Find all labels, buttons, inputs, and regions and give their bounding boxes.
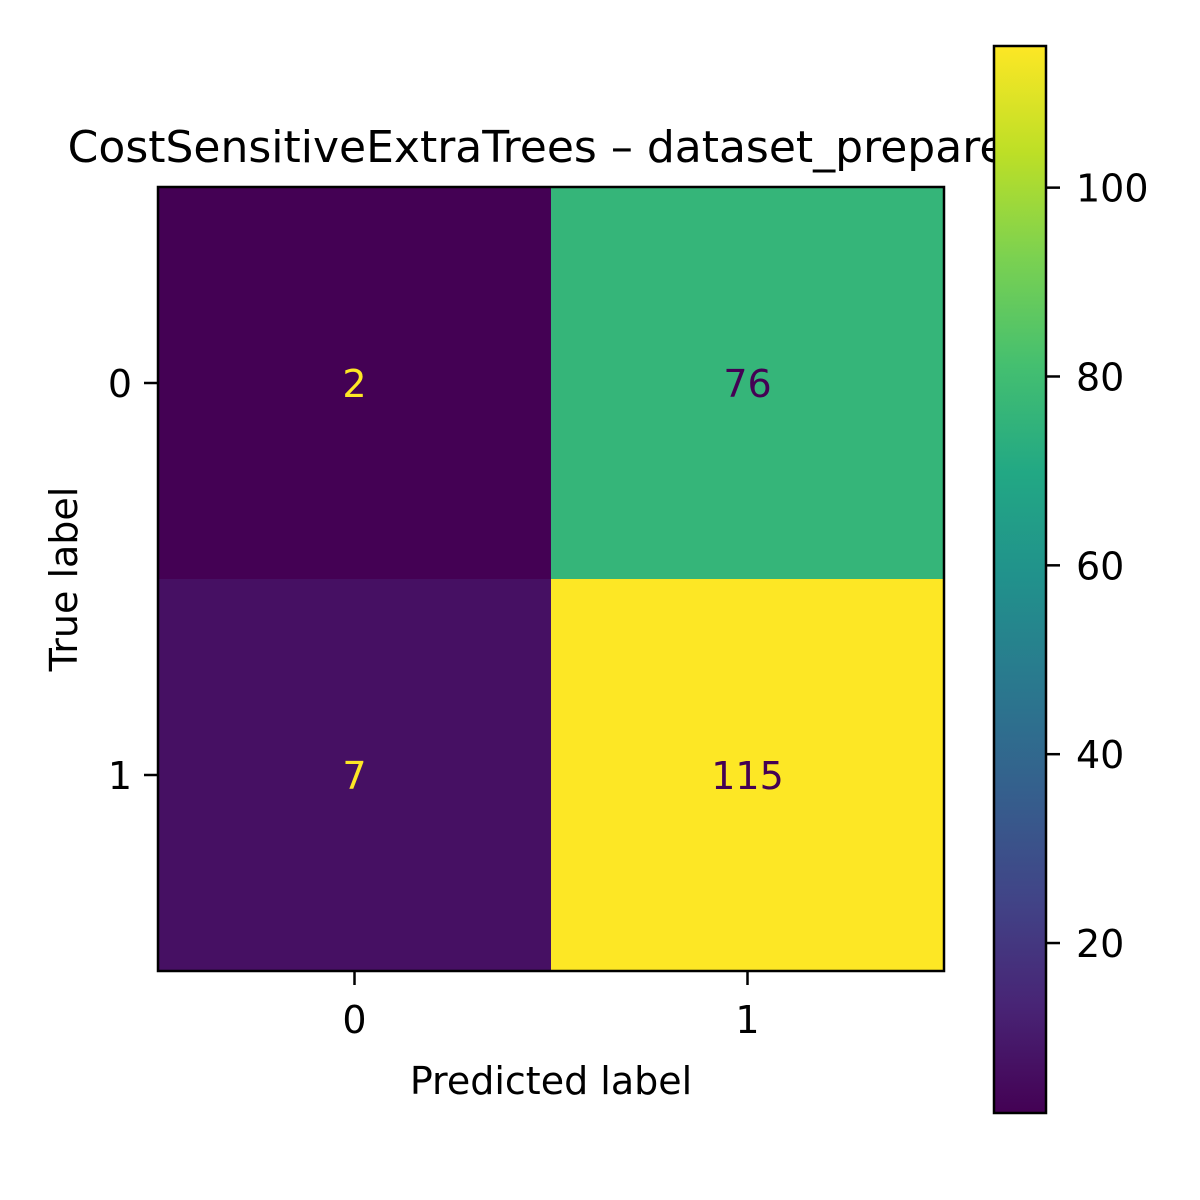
cell-value-1-1: 115: [711, 754, 784, 798]
colorbar-tick-label-1: 40: [1076, 733, 1124, 777]
x-tick-label-1: 1: [735, 998, 759, 1042]
colorbar-tick-label-3: 80: [1076, 355, 1124, 399]
cell-value-labels: 2 76 7 115: [342, 362, 783, 798]
x-tick-label-0: 0: [342, 998, 366, 1042]
y-tick-label-1: 1: [108, 754, 132, 798]
colorbar-tick-label-4: 100: [1076, 167, 1149, 211]
colorbar: [992, 44, 1048, 1115]
colorbar-tick-label-2: 60: [1076, 544, 1124, 588]
x-axis-label: Predicted label: [410, 1059, 692, 1103]
colorbar-ticks: 20 40 60 80 100: [1046, 167, 1149, 966]
plot-frame: [156, 185, 946, 973]
chart-title: CostSensitiveExtraTrees – dataset_prepar…: [68, 122, 1035, 173]
heatmap-cell-0-0: [158, 187, 552, 580]
heatmap-cell-0-1: [551, 187, 945, 580]
cell-value-0-0: 2: [342, 362, 366, 406]
heatmap-cell-1-0: [158, 579, 552, 972]
y-axis-label: True label: [42, 487, 86, 673]
heatmap-cell-1-1: [551, 579, 945, 972]
cell-value-0-1: 76: [723, 362, 771, 406]
colorbar-tick-label-0: 20: [1076, 922, 1124, 966]
y-tick-label-0: 0: [108, 362, 132, 406]
y-axis-ticks: 01: [108, 362, 158, 798]
heatmap-cells: [158, 187, 945, 972]
cell-value-1-0: 7: [342, 754, 366, 798]
